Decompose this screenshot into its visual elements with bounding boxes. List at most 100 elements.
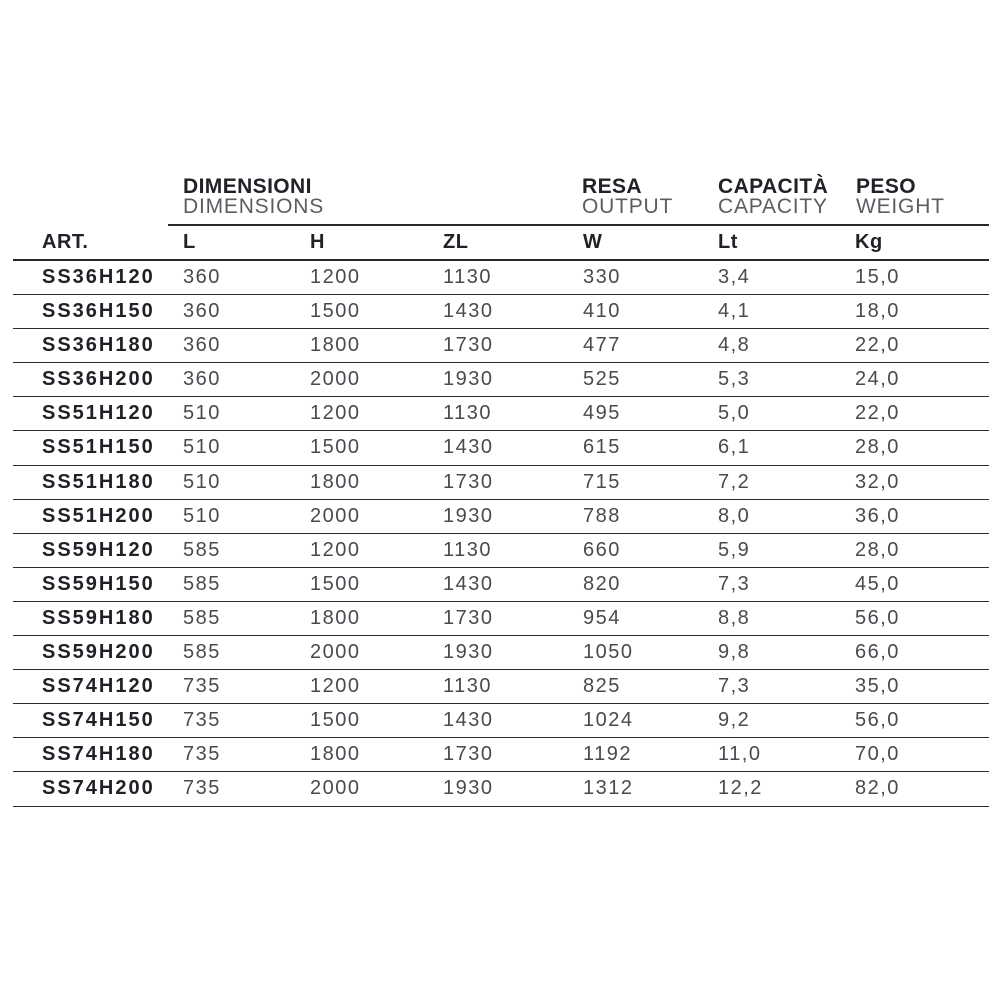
cell-art: SS59H200 (42, 641, 155, 664)
cell-w: 410 (583, 300, 621, 323)
cell-l: 585 (183, 641, 221, 664)
column-group-weight: PESO WEIGHT (856, 175, 945, 217)
cell-h: 2000 (310, 504, 361, 527)
table-row: SS59H200 585 2000 1930 1050 9,8 66,0 (13, 636, 989, 671)
cell-lt: 8,8 (718, 606, 751, 629)
cell-lt: 7,3 (718, 572, 751, 595)
cell-h: 1800 (310, 743, 361, 766)
cell-h: 1800 (310, 470, 361, 493)
cell-zl: 1730 (443, 743, 494, 766)
cell-lt: 12,2 (718, 777, 763, 800)
cell-l: 510 (183, 436, 221, 459)
col-header-kg: Kg (855, 231, 883, 253)
group-title-peso: PESO (856, 175, 916, 198)
cell-h: 2000 (310, 777, 361, 800)
cell-w: 1192 (583, 743, 633, 766)
column-group-header-band: DIMENSIONI DIMENSIONS RESA OUTPUT CAPACI… (13, 170, 989, 226)
cell-lt: 5,3 (718, 368, 751, 391)
cell-art: SS51H200 (42, 504, 155, 527)
cell-kg: 35,0 (855, 675, 900, 698)
cell-kg: 18,0 (855, 300, 900, 323)
cell-zl: 1430 (443, 300, 494, 323)
table-body: SS36H120 360 1200 1130 330 3,4 15,0 SS36… (13, 261, 989, 807)
cell-art: SS59H150 (42, 572, 155, 595)
cell-kg: 22,0 (855, 334, 900, 357)
group-subtitle-dimensions: DIMENSIONS (183, 195, 325, 218)
cell-l: 360 (183, 266, 221, 288)
cell-art: SS74H150 (42, 709, 155, 732)
cell-art: SS74H200 (42, 777, 155, 800)
cell-zl: 1930 (443, 504, 494, 527)
table-row: SS51H180 510 1800 1730 715 7,2 32,0 (13, 466, 989, 500)
cell-lt: 8,0 (718, 504, 751, 527)
cell-art: SS36H150 (42, 300, 155, 323)
column-group-output: RESA OUTPUT (582, 175, 673, 217)
cell-h: 1500 (310, 436, 361, 459)
cell-art: SS51H180 (42, 470, 155, 493)
cell-w: 820 (583, 572, 621, 595)
table-row: SS74H150 735 1500 1430 1024 9,2 56,0 (13, 704, 989, 739)
cell-l: 585 (183, 606, 221, 629)
table-row: SS36H180 360 1800 1730 477 4,8 22,0 (13, 329, 989, 364)
column-group-capacity: CAPACITÀ CAPACITY (718, 176, 828, 217)
cell-w: 954 (583, 606, 621, 629)
cell-kg: 36,0 (855, 504, 900, 527)
cell-h: 1200 (310, 538, 361, 561)
cell-zl: 1730 (443, 606, 494, 629)
cell-l: 360 (183, 334, 221, 357)
cell-lt: 3,4 (718, 266, 751, 288)
cell-art: SS74H120 (42, 675, 155, 698)
product-spec-table: DIMENSIONI DIMENSIONS RESA OUTPUT CAPACI… (13, 170, 989, 807)
cell-kg: 82,0 (855, 777, 900, 800)
cell-h: 1800 (310, 334, 361, 357)
cell-l: 585 (183, 538, 221, 561)
cell-lt: 7,3 (718, 675, 751, 698)
cell-l: 585 (183, 572, 221, 595)
column-group-dimensions: DIMENSIONI DIMENSIONS (183, 175, 325, 218)
cell-h: 1500 (310, 572, 361, 595)
table-row: SS59H120 585 1200 1130 660 5,9 28,0 (13, 534, 989, 568)
table-row: SS51H120 510 1200 1130 495 5,0 22,0 (13, 397, 989, 432)
cell-kg: 32,0 (855, 470, 900, 493)
cell-art: SS36H180 (42, 334, 155, 357)
cell-art: SS36H120 (42, 266, 155, 288)
table-row: SS51H200 510 2000 1930 788 8,0 36,0 (13, 500, 989, 534)
cell-w: 525 (583, 368, 621, 391)
cell-lt: 9,8 (718, 641, 751, 664)
cell-h: 2000 (310, 368, 361, 391)
cell-kg: 45,0 (855, 572, 900, 595)
cell-l: 360 (183, 300, 221, 323)
cell-l: 735 (183, 777, 221, 800)
cell-lt: 4,1 (718, 300, 751, 323)
group-title-resa: RESA (582, 175, 642, 198)
cell-kg: 56,0 (855, 606, 900, 629)
cell-w: 825 (583, 675, 621, 698)
cell-lt: 6,1 (718, 436, 751, 459)
cell-l: 735 (183, 709, 221, 732)
cell-l: 360 (183, 368, 221, 391)
table-row: SS74H200 735 2000 1930 1312 12,2 82,0 (13, 772, 989, 807)
cell-h: 1800 (310, 606, 361, 629)
col-header-zl: ZL (443, 231, 469, 253)
cell-h: 2000 (310, 641, 361, 664)
cell-art: SS59H180 (42, 606, 155, 629)
cell-lt: 7,2 (718, 470, 751, 493)
table-row: SS36H200 360 2000 1930 525 5,3 24,0 (13, 363, 989, 398)
cell-l: 735 (183, 743, 221, 766)
cell-kg: 70,0 (855, 743, 900, 766)
cell-h: 1500 (310, 709, 361, 732)
cell-kg: 15,0 (855, 266, 900, 288)
cell-w: 615 (583, 436, 621, 459)
cell-kg: 22,0 (855, 402, 900, 425)
group-title-dimensioni: DIMENSIONI (183, 175, 312, 198)
cell-art: SS59H120 (42, 538, 155, 561)
cell-art: SS51H120 (42, 402, 155, 425)
cell-w: 495 (583, 402, 621, 425)
cell-h: 1200 (310, 402, 361, 425)
cell-zl: 1730 (443, 470, 494, 493)
cell-zl: 1930 (443, 368, 494, 391)
col-header-art: ART. (42, 231, 89, 253)
cell-h: 1200 (310, 266, 361, 288)
cell-art: SS74H180 (42, 743, 155, 766)
